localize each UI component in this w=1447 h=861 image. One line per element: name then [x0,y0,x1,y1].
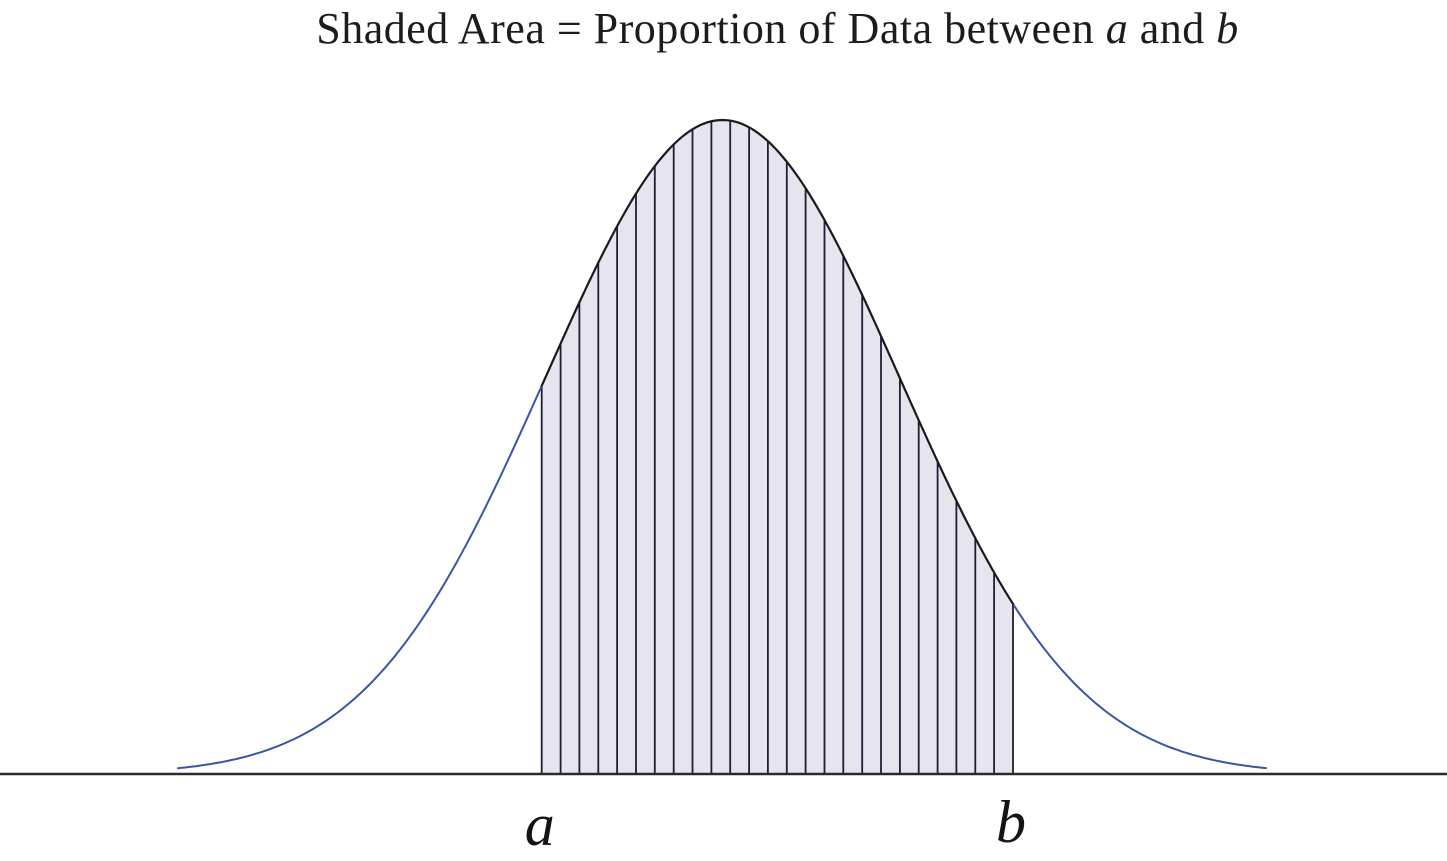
curve-right-tail [1012,602,1267,770]
title-text-and: and [1128,4,1217,53]
shaded-area [541,120,1013,774]
axis-label-a: a [524,792,555,858]
figure-title: Shaded Area = Proportion of Data between… [0,3,1447,54]
title-var-a: a [1105,4,1129,53]
title-text-prefix: Shaded Area = Proportion of Data between [316,4,1106,53]
curve-center-segment [540,118,1015,605]
title-var-b: b [1216,4,1239,53]
axis-label-b: b [996,789,1026,855]
curve-left-tail [177,384,543,770]
